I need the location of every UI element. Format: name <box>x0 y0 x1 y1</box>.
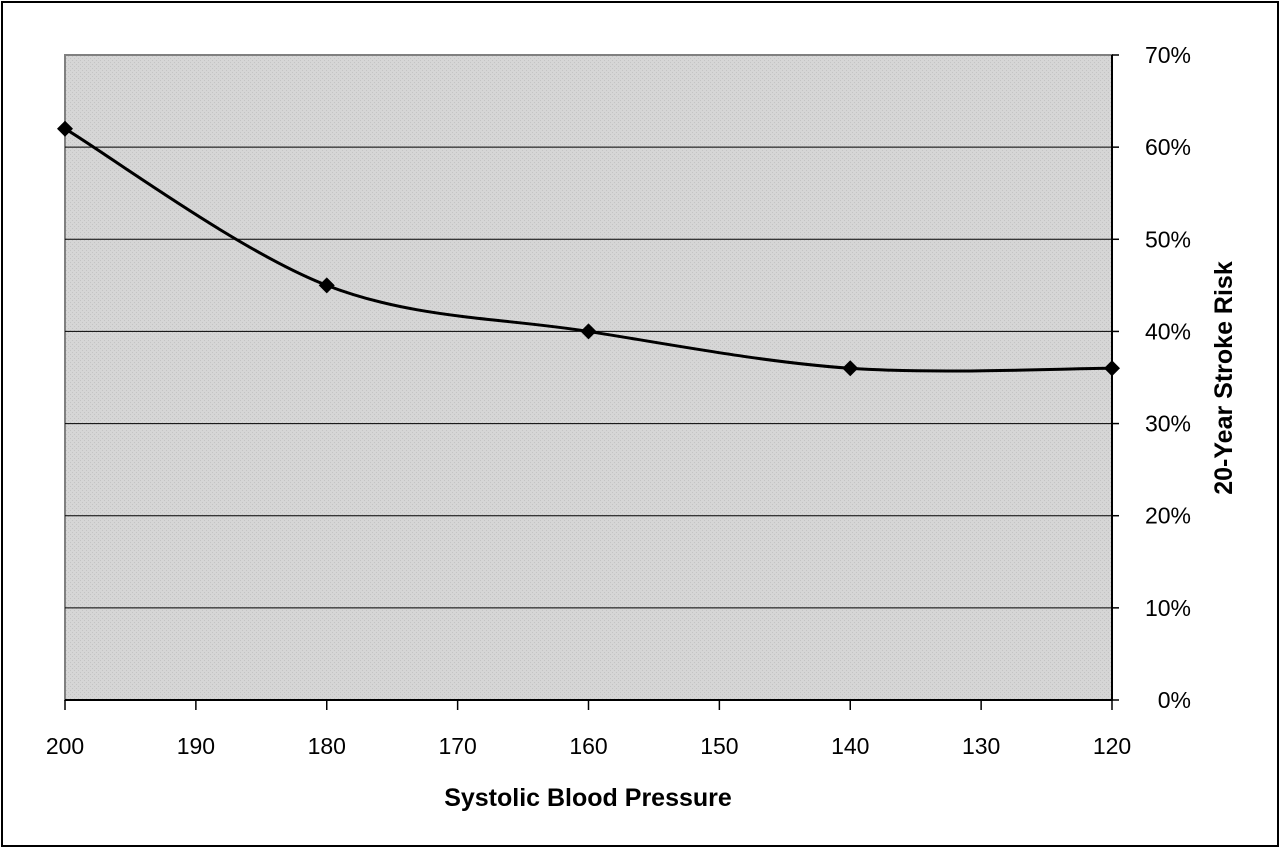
x-tick-label: 170 <box>438 733 476 759</box>
x-tick-label: 200 <box>46 733 84 759</box>
x-tick-label: 190 <box>177 733 215 759</box>
y-tick-label: 20% <box>1145 503 1191 529</box>
y-tick-label: 30% <box>1145 411 1191 437</box>
x-axis-ticks: 200 190 180 170 160 150 140 130 120 <box>46 700 1131 759</box>
y-tick-label: 70% <box>1145 42 1191 68</box>
x-tick-label: 130 <box>962 733 1000 759</box>
x-tick-label: 140 <box>831 733 869 759</box>
gridlines <box>65 146 1112 609</box>
x-tick-label: 180 <box>308 733 346 759</box>
series <box>57 120 1120 377</box>
y-tick-label: 50% <box>1145 226 1191 252</box>
x-tick-label: 150 <box>700 733 738 759</box>
data-point <box>1104 360 1120 377</box>
y-axis-ticks: 0% 10% 20% 30% 40% 50% 60% 70% <box>1112 42 1191 713</box>
data-point <box>580 323 597 340</box>
x-tick-label: 160 <box>569 733 607 759</box>
data-point <box>57 120 73 137</box>
x-axis-title: Systolic Blood Pressure <box>444 784 732 812</box>
y-tick-label: 0% <box>1158 687 1191 713</box>
plot-area <box>64 54 1113 701</box>
x-tick-label: 120 <box>1093 733 1131 759</box>
y-axis-title: 20-Year Stroke Risk <box>1210 261 1238 495</box>
y-tick-label: 10% <box>1145 595 1191 621</box>
data-point <box>842 360 859 377</box>
data-point <box>318 277 335 294</box>
y-tick-label: 60% <box>1145 134 1191 160</box>
y-tick-label: 40% <box>1145 318 1191 344</box>
